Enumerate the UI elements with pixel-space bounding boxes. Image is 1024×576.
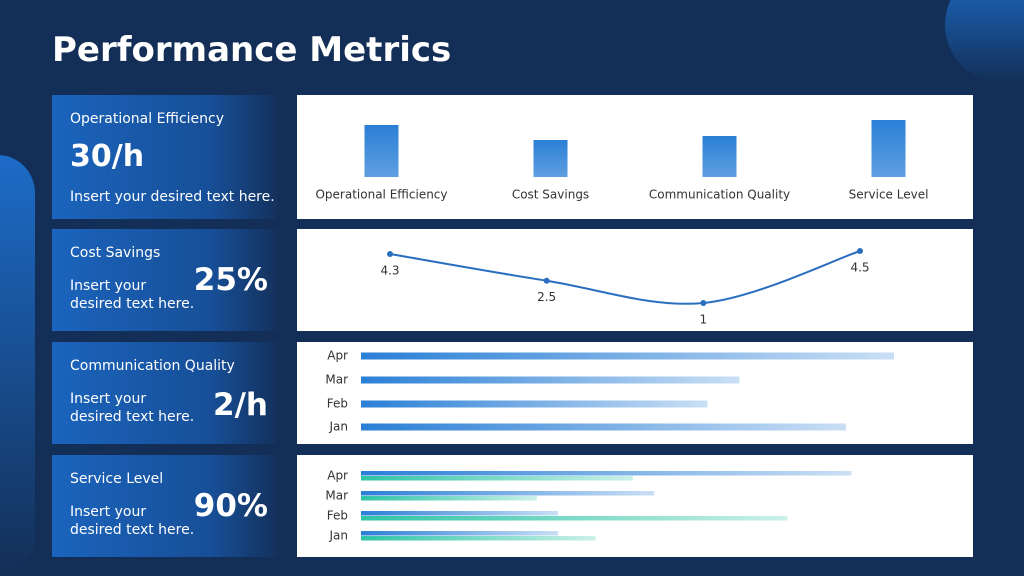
card-label: Service Level bbox=[70, 471, 164, 487]
card-value: 30/h bbox=[70, 139, 145, 174]
decor-pill bbox=[0, 155, 35, 575]
point bbox=[700, 300, 707, 306]
card-value: 90% bbox=[193, 488, 268, 524]
value-label: 1 bbox=[700, 313, 708, 327]
bar bbox=[361, 352, 894, 360]
y-tick-label: Apr bbox=[327, 469, 348, 483]
point bbox=[387, 250, 393, 257]
bar bbox=[361, 496, 537, 501]
line bbox=[389, 250, 861, 305]
y-tick-label: Feb bbox=[327, 509, 348, 523]
panel bbox=[297, 229, 973, 331]
card: Operational Efficiency 30/h Insert your … bbox=[52, 95, 278, 219]
x-tick-label: Communication Quality bbox=[649, 188, 790, 202]
x-tick-label: Cost Savings bbox=[512, 188, 589, 202]
bar bbox=[361, 376, 740, 384]
title: Performance Metrics bbox=[52, 30, 452, 70]
point bbox=[857, 248, 863, 254]
bar bbox=[361, 423, 847, 431]
bar bbox=[361, 516, 788, 521]
decor-circle bbox=[945, 0, 1024, 83]
panel bbox=[297, 95, 973, 219]
card-value: 2/h bbox=[213, 387, 268, 423]
bar bbox=[361, 531, 559, 536]
y-tick-label: Apr bbox=[327, 349, 348, 363]
y-tick-label: Jan bbox=[329, 529, 349, 543]
x-tick-label: Service Level bbox=[849, 188, 929, 202]
card-text: Insert your desired text here. bbox=[70, 278, 195, 312]
bar bbox=[361, 476, 633, 481]
y-tick-label: Mar bbox=[325, 489, 348, 503]
card-value: 25% bbox=[193, 262, 268, 298]
card: Service Level 90% Insert your desired te… bbox=[52, 455, 278, 557]
card-text: Insert your desired text here. bbox=[70, 391, 195, 425]
value-label: 2.5 bbox=[537, 290, 556, 304]
card-label: Cost Savings bbox=[70, 245, 161, 261]
card: Communication Quality 2/h Insert your de… bbox=[52, 342, 278, 444]
bar bbox=[361, 511, 559, 516]
bar bbox=[364, 125, 399, 177]
bar bbox=[533, 140, 568, 177]
bar bbox=[361, 400, 708, 408]
card-label: Operational Efficiency bbox=[70, 111, 225, 127]
value-label: 4.3 bbox=[380, 263, 399, 277]
value-label: 4.5 bbox=[850, 261, 869, 275]
card: Cost Savings 25% Insert your desired tex… bbox=[52, 229, 278, 331]
bar bbox=[702, 136, 737, 177]
bar bbox=[871, 120, 906, 177]
y-tick-label: Mar bbox=[325, 373, 348, 387]
y-tick-label: Feb bbox=[327, 397, 348, 411]
card-label: Communication Quality bbox=[70, 358, 235, 374]
bar bbox=[361, 471, 852, 476]
point bbox=[543, 277, 550, 284]
bar bbox=[361, 536, 596, 541]
y-tick-label: Jan bbox=[329, 420, 349, 434]
x-tick-label: Operational Efficiency bbox=[315, 188, 447, 202]
card-text: Insert your desired text here. bbox=[70, 189, 275, 205]
bar bbox=[361, 491, 655, 496]
card-text: Insert your desired text here. bbox=[70, 504, 195, 538]
